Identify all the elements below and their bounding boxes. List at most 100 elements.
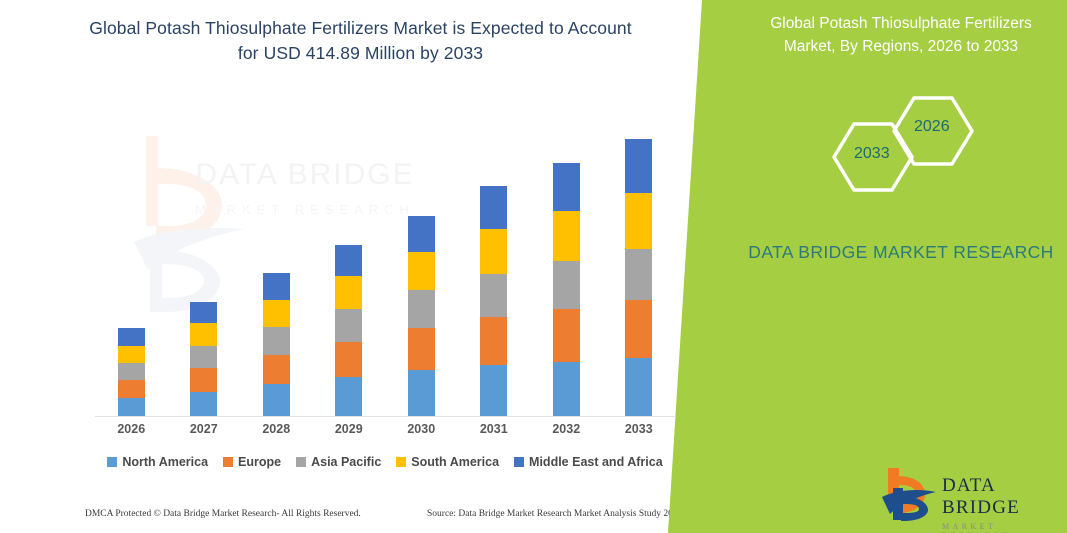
bar-slot [95,120,168,416]
x-axis-label: 2029 [334,422,363,436]
bar-segment[interactable] [335,276,363,309]
legend-item[interactable]: North America [107,455,208,469]
bar-segment[interactable] [262,273,290,300]
footer-copyright: DMCA Protected © Data Bridge Market Rese… [85,509,361,519]
x-axis-label: 2026 [117,422,146,436]
legend-label: North America [122,455,209,469]
bar-segment[interactable] [552,210,580,261]
stacked-bar[interactable] [117,328,145,416]
company-logo: DATA BRIDGE MARKET RESEARCH [880,466,1065,533]
stacked-bar[interactable] [190,301,218,416]
bar-segment[interactable] [480,186,508,230]
legend-label: South America [411,455,500,469]
x-axis-label: 2028 [262,422,291,436]
bar-segment[interactable] [335,377,363,416]
legend-swatch [223,457,234,467]
legend-label: Europe [238,455,282,469]
bar-slot [168,120,241,416]
db-logo-mark-icon [882,468,936,521]
bar-segment[interactable] [480,317,508,365]
chart-legend: North America Europe Asia Pacific South Ame… [95,455,675,469]
bar-segment[interactable] [552,308,580,362]
x-axis-label: 2030 [407,422,436,436]
bar-segment[interactable] [117,362,145,381]
bar-segment[interactable] [625,357,653,416]
legend-swatch [296,457,307,467]
stacked-bar[interactable] [335,244,363,416]
legend-swatch [107,457,118,467]
hexagon-group: 2026 2033 [806,92,1026,212]
bar-segment[interactable] [262,299,290,328]
logo-main-text: DATA BRIDGE [942,475,1020,518]
bar-segment[interactable] [552,361,580,416]
bar-segment[interactable] [335,244,363,277]
bar-segment[interactable] [480,364,508,416]
legend-swatch [396,457,407,467]
bar-segment[interactable] [190,301,218,324]
x-axis-line [95,416,675,417]
legend-label: Middle East and Africa [529,455,663,469]
bar-segment[interactable] [407,328,435,371]
hexagon-label-2026: 2026 [914,118,950,135]
bar-segment[interactable] [190,391,218,416]
bar-segment[interactable] [262,327,290,355]
stacked-bar[interactable] [552,162,580,416]
legend-item[interactable]: South America [396,455,499,469]
bar-segment[interactable] [117,380,145,398]
stacked-bar[interactable] [407,215,435,416]
x-axis-label: 2031 [479,422,508,436]
bar-slot [603,120,676,416]
bar-segment[interactable] [262,384,290,416]
legend-label: Asia Pacific [311,455,382,469]
green-background [668,0,1067,533]
brand-panel-title: Global Potash Thiosulphate Fertilizers M… [770,15,1032,56]
bar-segment[interactable] [262,354,290,385]
hexagon-label-2033: 2033 [854,145,890,162]
bar-segment[interactable] [552,260,580,309]
stacked-bar[interactable] [480,186,508,416]
page-title: Global Potash Thiosulphate Fertilizers M… [89,18,632,64]
stacked-bar[interactable] [262,273,290,416]
chart-panel: Global Potash Thiosulphate Fertilizers M… [0,18,712,533]
legend-swatch [514,457,525,467]
bar-segment[interactable] [625,139,653,193]
bar-segment[interactable] [117,345,145,363]
legend-item[interactable]: Asia Pacific [296,455,381,469]
footer-source: Source: Data Bridge Market Research Mark… [427,509,683,519]
bar-segment[interactable] [117,397,145,416]
bar-segment[interactable] [335,341,363,378]
logo-sub-text: MARKET RESEARCH [942,522,1008,533]
brand-panel: Global Potash Thiosulphate Fertilizers M… [668,0,1067,533]
bar-segment[interactable] [625,192,653,249]
x-axis-labels: 2026 2027 2028 2029 2030 2031 2032 2033 [95,422,675,436]
bar-segment[interactable] [625,248,653,300]
bar-slot [530,120,603,416]
x-axis-label: 2032 [552,422,581,436]
bar-slot [240,120,313,416]
bar-segment[interactable] [552,162,580,211]
bar-segment[interactable] [480,229,508,275]
stacked-bar[interactable] [625,139,653,416]
legend-item[interactable]: Europe [223,455,281,469]
bar-segment[interactable] [190,323,218,346]
bar-segment[interactable] [335,308,363,342]
bar-segment[interactable] [190,368,218,392]
footer: DMCA Protected © Data Bridge Market Rese… [0,503,712,533]
bar-segment[interactable] [190,345,218,369]
bar-segment[interactable] [407,251,435,291]
bar-segment[interactable] [407,370,435,416]
logo-wordmark: DATA BRIDGE MARKET RESEARCH [942,475,1065,533]
bar-slot [385,120,458,416]
bar-slot [458,120,531,416]
x-axis-label: 2033 [624,422,653,436]
bar-segment[interactable] [480,274,508,317]
bar-segment[interactable] [407,290,435,329]
bar-segment[interactable] [625,299,653,358]
x-axis-label: 2027 [189,422,218,436]
bar-slot [313,120,386,416]
bar-segment[interactable] [407,215,435,252]
brand-name-text: DATA BRIDGE MARKET RESEARCH [748,242,1054,262]
bar-segment[interactable] [117,328,145,346]
legend-item[interactable]: Middle East and Africa [514,455,663,469]
